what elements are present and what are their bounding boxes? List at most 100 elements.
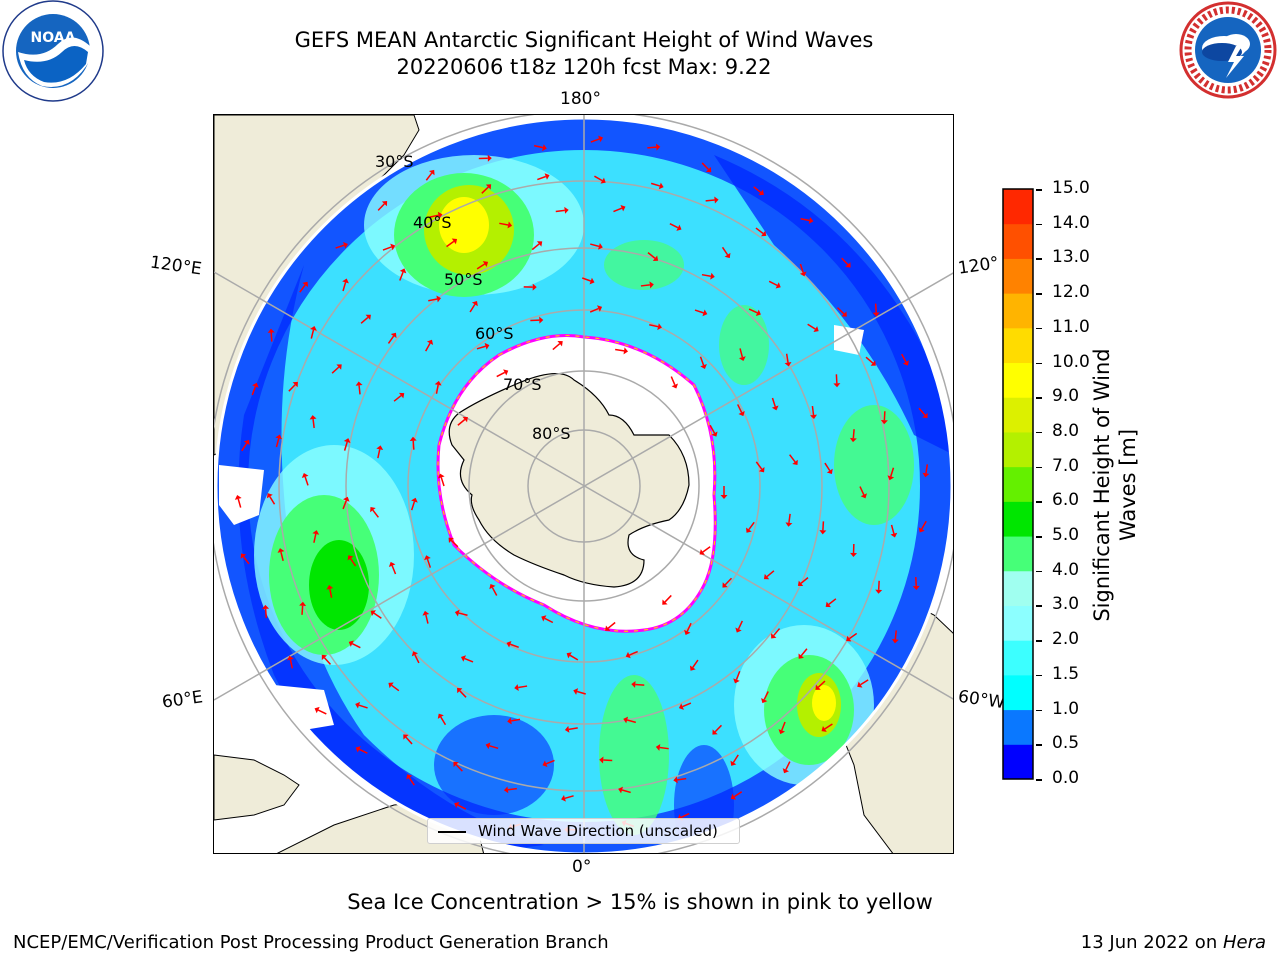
wind-wave-arrow-shaft	[860, 679, 869, 686]
wind-wave-arrow-head	[342, 278, 349, 284]
colorbar-tick-mark	[1036, 709, 1042, 712]
wind-wave-arrow-head	[485, 184, 492, 190]
wind-wave-arrow-head	[700, 364, 707, 369]
wind-wave-arrow-head	[365, 314, 371, 321]
wind-wave-arrow-shaft	[621, 789, 631, 794]
wind-wave-arrow-head	[489, 584, 496, 590]
wind-wave-arrow-shaft	[455, 764, 463, 772]
wind-wave-arrow-head	[451, 238, 458, 245]
wind-wave-arrow-shaft	[874, 303, 877, 313]
wind-wave-arrow-shaft	[343, 441, 348, 451]
wind-wave-arrow-head	[589, 277, 595, 285]
wind-wave-arrow-head	[798, 653, 804, 659]
wind-wave-arrow-head	[310, 325, 317, 331]
wind-wave-arrow-shaft	[317, 709, 327, 715]
wind-wave-arrow-shaft	[890, 467, 895, 477]
wind-wave-arrow-head	[738, 356, 746, 362]
wind-wave-arrow-shaft	[372, 509, 379, 518]
colorbar-tick-label: 1.0	[1052, 698, 1080, 719]
wind-wave-arrow-shaft	[664, 594, 672, 603]
wind-wave-arrow-head	[343, 496, 350, 502]
wind-wave-arrow-head	[849, 437, 857, 443]
colorbar-tick-label: 8.0	[1052, 420, 1080, 441]
wind-wave-arrow-head	[428, 169, 435, 176]
wind-wave-arrow-shaft	[329, 588, 333, 598]
wind-wave-arrow-head	[503, 786, 509, 794]
wind-wave-arrow-head	[763, 573, 770, 580]
wind-wave-arrow-shaft	[440, 477, 445, 487]
polar-map-canvas	[214, 115, 953, 853]
wind-wave-arrow-shaft	[288, 384, 296, 392]
wind-wave-arrow-shaft	[800, 577, 809, 584]
wind-wave-arrow-shaft	[724, 577, 733, 586]
wind-wave-arrow-shaft	[721, 246, 729, 256]
wind-wave-arrow-shaft	[737, 620, 744, 630]
wind-wave-arrow-shaft	[848, 632, 858, 640]
wind-wave-arrow-head	[599, 756, 604, 764]
colorbar-tick-mark	[1036, 397, 1042, 399]
wind-wave-arrow-head	[771, 633, 777, 639]
wind-wave-arrow-shaft	[701, 162, 709, 170]
wind-wave-arrow-shaft	[399, 271, 404, 281]
wind-wave-arrow-head	[411, 651, 419, 657]
wind-wave-arrow-head	[403, 734, 409, 740]
map-legend: Wind Wave Direction (unscaled)	[427, 818, 740, 844]
colorbar-bin	[1003, 605, 1033, 641]
wind-wave-arrow-head	[761, 230, 767, 237]
wind-wave-arrow-shaft	[635, 683, 645, 686]
colorbar-tick-mark	[1036, 466, 1042, 469]
wind-wave-arrow-shaft	[647, 146, 657, 149]
wind-wave-arrow-head	[557, 341, 563, 347]
wind-wave-arrow-head	[564, 725, 570, 733]
wind-wave-arrow-shaft	[310, 329, 315, 339]
wind-wave-arrow-head	[738, 410, 745, 417]
legend-line-swatch	[438, 831, 466, 833]
wind-wave-arrow-head	[918, 527, 925, 533]
wind-wave-arrow-head	[618, 786, 623, 794]
wind-wave-arrow-shaft	[511, 718, 521, 722]
wind-wave-arrow-head	[312, 530, 320, 535]
wind-wave-arrow-shaft	[732, 754, 739, 763]
wind-wave-arrow-head	[566, 652, 572, 659]
wind-wave-arrow-shaft	[552, 343, 561, 351]
wind-wave-arrow-head	[845, 262, 851, 268]
colorbar-bin	[1003, 570, 1033, 606]
colorbar-tick-mark	[1036, 293, 1042, 295]
wind-wave-arrow-shaft	[859, 486, 865, 496]
wind-wave-arrow-shaft	[569, 654, 579, 661]
wind-wave-arrow-shaft	[799, 263, 804, 273]
footer-date: 13 Jun 2022 on	[1080, 932, 1223, 953]
wind-wave-arrow-shaft	[699, 356, 705, 366]
wind-wave-arrow-shaft	[507, 787, 517, 791]
wind-wave-arrow-head	[503, 369, 509, 376]
wind-wave-arrow-shaft	[692, 659, 699, 668]
wind-wave-arrow-head	[912, 585, 920, 591]
colorbar-bin	[1003, 466, 1033, 502]
wind-wave-arrow-head	[678, 703, 684, 710]
colorbar-tick-label: 13.0	[1052, 247, 1090, 268]
colorbar-bin	[1003, 674, 1033, 711]
wind-wave-arrow-head	[355, 701, 361, 709]
wind-wave-arrow-head	[266, 493, 273, 499]
wind-wave-arrow-shaft	[435, 384, 439, 394]
wind-wave-arrow-head	[343, 438, 351, 444]
wind-wave-arrow-head	[437, 713, 444, 719]
wind-wave-arrow-shaft	[335, 244, 345, 249]
wind-wave-arrow-shaft	[481, 186, 489, 194]
colorbar-tick-label: 4.0	[1052, 559, 1080, 580]
wind-wave-arrow-head	[710, 272, 715, 280]
wind-wave-arrow-shaft	[410, 501, 416, 511]
wind-wave-arrow-shaft	[714, 724, 723, 733]
wind-wave-arrow-shaft	[393, 395, 402, 402]
wind-wave-arrow-head	[422, 610, 430, 616]
wind-wave-arrow-shaft	[342, 282, 347, 292]
wind-wave-arrow-shaft	[925, 464, 929, 474]
colorbar	[1002, 188, 1034, 780]
wind-wave-arrow-head	[813, 326, 819, 333]
wind-wave-arrow-shaft	[360, 316, 369, 324]
wind-wave-arrow-head	[699, 549, 705, 555]
wind-wave-arrow-shaft	[785, 353, 789, 363]
wind-wave-arrow-shaft	[304, 476, 309, 486]
wind-wave-arrow-head	[343, 241, 348, 249]
wind-wave-arrow-head	[810, 414, 817, 419]
